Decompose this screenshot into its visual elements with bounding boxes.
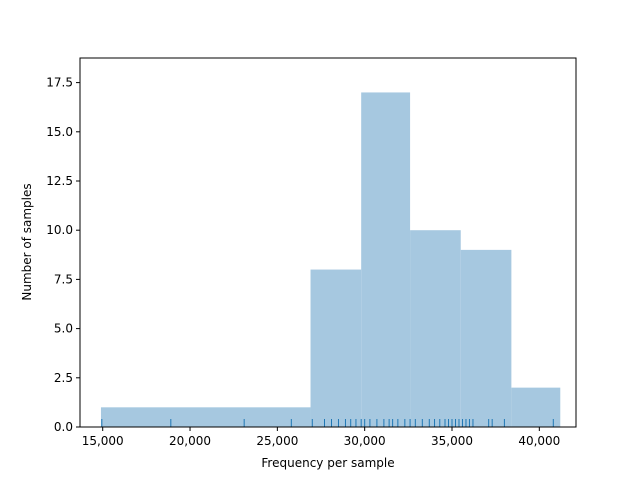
x-axis-ticks: 15,000 20,000 25,000 30,000 35,000 40,000 — [82, 427, 560, 448]
y-tick-label: 12.5 — [46, 174, 73, 188]
histogram-bar-4 — [410, 230, 461, 427]
histogram-bar-5 — [460, 249, 512, 427]
x-tick-label: 20,000 — [169, 434, 211, 448]
x-tick-label: 35,000 — [431, 434, 473, 448]
histogram-bar-2 — [310, 269, 362, 427]
y-tick-label: 10.0 — [46, 223, 73, 237]
x-axis-label: Frequency per sample — [261, 456, 394, 470]
histogram-bar-6 — [511, 387, 561, 427]
y-tick-label: 5.0 — [54, 322, 73, 336]
histogram-bars — [100, 92, 561, 427]
y-tick-label: 17.5 — [46, 76, 73, 90]
y-tick-label: 7.5 — [54, 272, 73, 286]
x-tick-label: 30,000 — [344, 434, 386, 448]
histogram-bar-3 — [361, 92, 411, 427]
x-tick-label: 25,000 — [256, 434, 298, 448]
histogram-bar-1 — [100, 407, 311, 427]
y-tick-label: 0.0 — [54, 420, 73, 434]
x-tick-label: 40,000 — [518, 434, 560, 448]
y-tick-label: 2.5 — [54, 371, 73, 385]
rug-marks — [101, 419, 554, 427]
plot-frame — [79, 57, 577, 428]
y-axis-label: Number of samples — [20, 183, 34, 300]
x-tick-label: 15,000 — [82, 434, 124, 448]
y-axis-ticks: 0.0 2.5 5.0 7.5 10.0 12.5 15.0 17.5 — [46, 76, 80, 434]
y-tick-label: 15.0 — [46, 125, 73, 139]
